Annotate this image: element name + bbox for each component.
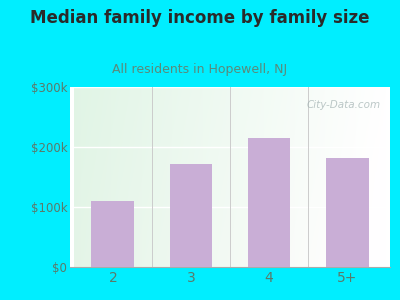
Bar [248,138,290,267]
Bar [92,201,134,267]
Text: All residents in Hopewell, NJ: All residents in Hopewell, NJ [112,63,288,76]
Bar [170,164,212,267]
Bar [326,158,368,267]
Text: Median family income by family size: Median family income by family size [30,9,370,27]
Text: City-Data.com: City-Data.com [306,100,380,110]
